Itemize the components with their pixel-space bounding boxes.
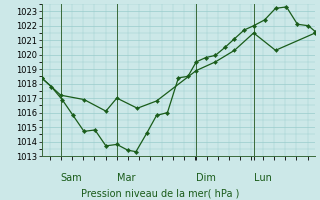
Text: Dim: Dim <box>196 173 216 183</box>
Text: Mar: Mar <box>117 173 135 183</box>
Text: Pression niveau de la mer( hPa ): Pression niveau de la mer( hPa ) <box>81 188 239 198</box>
Text: Lun: Lun <box>254 173 271 183</box>
Text: Sam: Sam <box>61 173 82 183</box>
